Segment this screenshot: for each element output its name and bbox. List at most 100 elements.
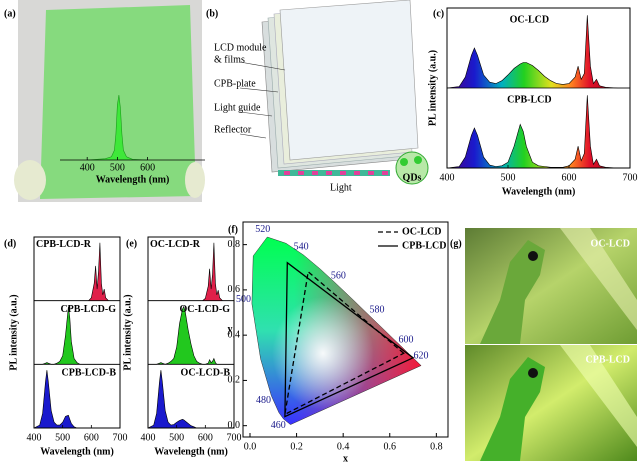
panel-label: (a) [4,8,16,19]
spectrum [147,370,234,429]
y-axis-label: y [228,324,233,335]
leds [284,171,388,175]
x-tick-label: 400 [27,432,42,443]
y-axis-label: PL intensity (a.u.) [8,294,19,370]
stripe [560,228,637,330]
x-tick-label: 700 [113,432,128,443]
spectrum [33,370,120,429]
gamut-triangle [284,270,405,416]
plot-frame [242,221,449,438]
x-tick-label: 600 [198,432,213,443]
legend-label: CPB-LCD [402,240,446,251]
spectral-locus-outline [251,236,422,425]
x-tick-label: 400 [141,432,156,443]
y-axis-label: PL intensity (a.u.) [427,50,438,126]
lcd-module [279,0,419,161]
x-tick-label: 600 [84,432,99,443]
series-label: CPB-LCD-B [62,368,117,379]
wavelength-label: 480 [256,395,271,406]
wavelength-label: 600 [398,335,413,346]
panel-label: (d) [4,238,16,249]
photo-label: OC-LCD [591,238,630,249]
stripe [560,345,637,447]
x-tick-label: 0.0 [244,441,257,452]
layer-label: LCD module [214,42,267,53]
legend-label: OC-LCD [402,226,441,237]
wavelength-label: 520 [255,224,270,235]
y-tick-label: 0.2 [228,375,241,386]
series-label: CPB-LCD [507,94,551,105]
panel-label: (f) [228,224,238,235]
led-strip [278,170,390,176]
y-tick-label: 0.6 [228,284,241,295]
layer-label: Reflector [214,124,252,135]
lizard [480,240,545,344]
x-tick-label: 400 [80,162,95,173]
spectrum [34,242,120,301]
panel-label: (b) [206,8,218,19]
series-label: OC-LCD-B [181,368,231,379]
gamut-triangle [284,261,415,418]
series-label: CPB-LCD-G [60,304,116,315]
wavelength-label: 620 [414,351,429,362]
x-tick-label: 600 [140,162,155,173]
x-tick-label: 500 [169,432,184,443]
x-axis-label: Wavelength (nm) [154,446,228,457]
spectrum [34,306,120,365]
y-tick-label: 0.0 [228,420,241,431]
spectral-locus [251,237,422,425]
glove [185,162,205,198]
x-axis-label: Wavelength (nm) [502,186,576,197]
layer-label: & films [214,54,245,65]
eye [528,368,538,378]
layer-label: Light guide [214,102,261,113]
y-tick-label: 0.8 [228,239,241,250]
series-label: OC-LCD-R [150,239,201,250]
x-tick-label: 0.4 [337,441,350,452]
x-tick-label: 0.8 [430,441,443,452]
x-tick-label: 500 [110,162,125,173]
plot-frame [446,7,631,169]
y-axis-label: PL intensity (a.u.) [122,294,133,370]
panel-label: (e) [126,238,137,249]
spectrum [148,242,234,301]
x-tick-label: 600 [562,172,577,183]
qds-label: QDs [403,172,422,183]
light-label: Light [330,182,352,193]
glove [14,160,46,200]
x-axis-label: Wavelength (nm) [40,446,114,457]
spectrum [446,15,630,89]
pointer-lines [239,61,286,139]
y-tick-label: 0.4 [228,329,241,340]
wavelength-label: 500 [236,294,251,305]
qd-dot [414,156,422,164]
wavelength-label: 460 [271,420,286,431]
x-tick-label: 0.6 [384,441,397,452]
photo-label: CPB-LCD [586,354,630,365]
eye [528,251,538,261]
panel-label: (g) [450,238,462,249]
series-label: OC-LCD [510,14,549,25]
panel-label: (c) [433,8,444,19]
x-tick-label: 0.2 [290,441,303,452]
layer-label: CPB-plate [214,78,256,89]
spectrum [87,94,148,161]
plot-frame [147,236,235,429]
spectrum [446,95,630,169]
x-tick-label: 500 [501,172,516,183]
layer-stack [239,0,429,185]
x-axis-label: Wavelength (nm) [96,174,170,185]
x-tick-label: 400 [440,172,455,183]
plot-frame [33,236,121,429]
wavelength-label: 540 [294,241,309,252]
series-label: CPB-LCD-R [36,239,92,250]
spectrum [148,305,234,365]
x-tick-label: 700 [623,172,638,183]
x-tick-label: 700 [227,432,242,443]
lizard [480,357,545,461]
series-label: OC-LCD-G [179,304,230,315]
wavelength-label: 580 [369,305,384,316]
qd-dot [400,158,408,166]
x-tick-label: 500 [55,432,70,443]
